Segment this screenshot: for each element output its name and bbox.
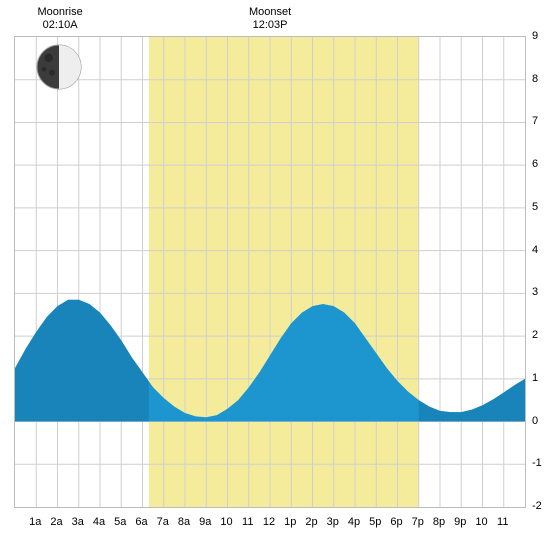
y-tick-label: 0: [532, 415, 538, 427]
y-tick-label: -1: [532, 457, 542, 469]
tide-chart-container: Moonrise 02:10A Moonset 12:03P -2-101234…: [0, 0, 550, 550]
y-tick-label: 1: [532, 372, 538, 384]
x-tick-label: 11: [242, 516, 253, 528]
x-tick-label: 9p: [454, 516, 466, 528]
moonrise-label-block: Moonrise 02:10A: [32, 6, 88, 32]
y-tick-label: 6: [532, 158, 538, 170]
chart-plot-area: [14, 36, 526, 508]
moonset-label-block: Moonset 12:03P: [242, 6, 298, 32]
x-tick-label: 7p: [412, 516, 424, 528]
moonrise-time: 02:10A: [43, 19, 78, 31]
y-tick-label: 9: [532, 30, 538, 42]
y-tick-label: -2: [532, 500, 542, 512]
y-axis-ticks: -2-10123456789: [530, 36, 548, 506]
x-tick-label: 4p: [348, 516, 360, 528]
x-tick-label: 8a: [178, 516, 190, 528]
y-tick-label: 5: [532, 201, 538, 213]
moonset-label: Moonset: [249, 6, 291, 18]
moonrise-label: Moonrise: [37, 6, 82, 18]
y-tick-label: 7: [532, 115, 538, 127]
x-tick-label: 3p: [327, 516, 339, 528]
x-tick-label: 10: [475, 516, 487, 528]
x-tick-label: 3a: [72, 516, 84, 528]
x-tick-label: 4a: [93, 516, 105, 528]
x-tick-label: 12: [263, 516, 275, 528]
x-tick-label: 2p: [305, 516, 317, 528]
x-tick-label: 7a: [157, 516, 169, 528]
x-tick-label: 6a: [135, 516, 147, 528]
moon-phase-icon: [36, 44, 82, 90]
x-tick-label: 11: [497, 516, 508, 528]
x-tick-label: 1a: [29, 516, 41, 528]
y-tick-label: 3: [532, 286, 538, 298]
y-tick-label: 2: [532, 329, 538, 341]
y-tick-label: 4: [532, 244, 538, 256]
y-tick-label: 8: [532, 73, 538, 85]
x-tick-label: 9a: [199, 516, 211, 528]
x-tick-label: 8p: [433, 516, 445, 528]
x-tick-label: 2a: [50, 516, 62, 528]
x-tick-label: 1p: [284, 516, 296, 528]
x-tick-label: 6p: [390, 516, 402, 528]
moonset-time: 12:03P: [253, 19, 288, 31]
x-tick-label: 5a: [114, 516, 126, 528]
x-tick-label: 5p: [369, 516, 381, 528]
x-axis-ticks: 1a 2a 3a 4a 5a 6a 7a 8a 9a 10 11 12 1p 2p 3p 4p 5p 6p 7p 8p…: [14, 512, 524, 530]
x-tick-label: 10: [220, 516, 232, 528]
chart-svg: [15, 37, 525, 507]
